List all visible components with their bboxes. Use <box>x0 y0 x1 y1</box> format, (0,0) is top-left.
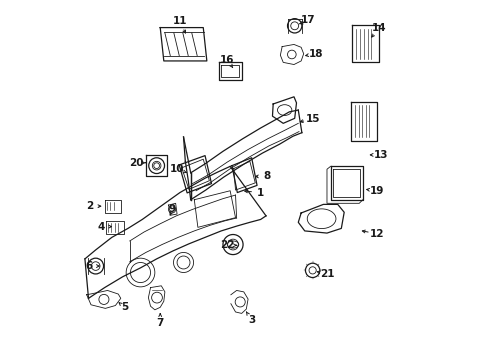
Text: 3: 3 <box>247 315 255 325</box>
Text: 20: 20 <box>129 158 143 168</box>
Text: 18: 18 <box>308 49 323 59</box>
Text: 11: 11 <box>172 17 187 27</box>
Text: 12: 12 <box>369 229 384 239</box>
Text: 17: 17 <box>301 15 315 26</box>
Text: 5: 5 <box>121 302 128 312</box>
Text: 14: 14 <box>371 23 386 33</box>
Text: 16: 16 <box>220 55 234 65</box>
Text: 7: 7 <box>156 319 163 328</box>
Text: 21: 21 <box>319 269 333 279</box>
Text: 6: 6 <box>85 261 92 271</box>
Text: 8: 8 <box>263 171 270 181</box>
Text: 19: 19 <box>369 186 384 196</box>
Text: 10: 10 <box>169 164 184 174</box>
Text: 22: 22 <box>220 240 234 250</box>
Text: 15: 15 <box>305 114 319 124</box>
Text: 1: 1 <box>257 188 264 198</box>
Text: 2: 2 <box>86 201 93 211</box>
Text: 13: 13 <box>373 150 387 160</box>
Text: 9: 9 <box>168 204 175 214</box>
Text: 4: 4 <box>97 222 104 231</box>
